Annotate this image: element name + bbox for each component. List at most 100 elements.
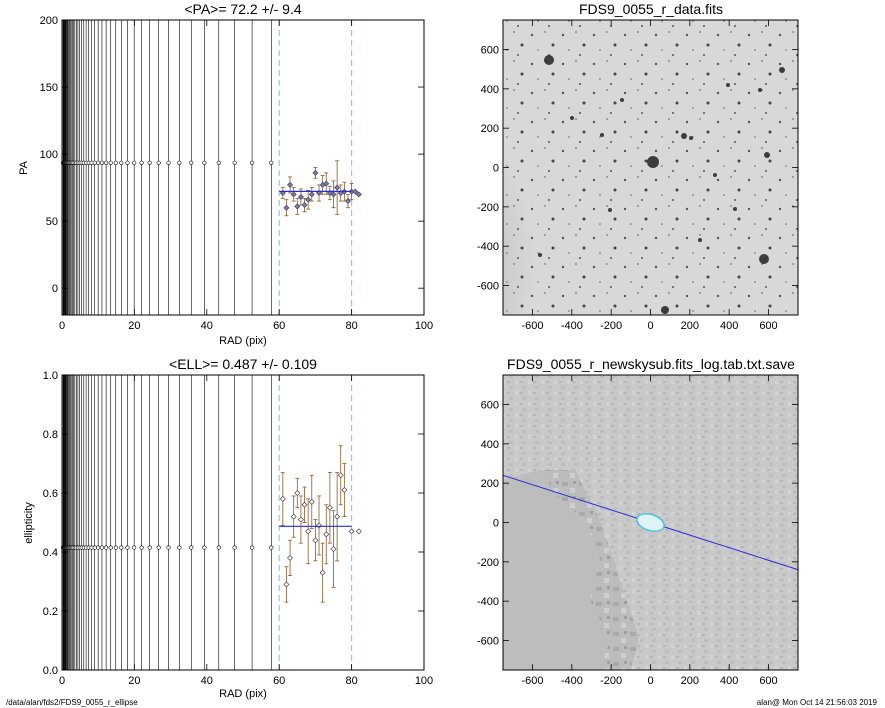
data-point bbox=[326, 504, 333, 511]
x-tick-label: 0 bbox=[647, 320, 653, 332]
constant-marker bbox=[132, 545, 137, 550]
constant-marker bbox=[216, 160, 221, 165]
star bbox=[600, 133, 604, 137]
constant-marker bbox=[202, 160, 207, 165]
data-point bbox=[287, 554, 294, 561]
constant-marker bbox=[177, 545, 182, 550]
star bbox=[698, 238, 702, 242]
pa-title: <PA>= 72.2 +/- 9.4 bbox=[184, 1, 301, 17]
pa-xlabel: RAD (pix) bbox=[219, 335, 267, 347]
x-tick-label: 200 bbox=[681, 675, 699, 687]
y-tick-label: 100 bbox=[40, 149, 58, 161]
x-tick-label: -400 bbox=[561, 320, 583, 332]
x-tick-label: 40 bbox=[201, 320, 213, 332]
x-tick-label: 40 bbox=[201, 675, 213, 687]
constant-marker bbox=[99, 160, 105, 165]
data-point bbox=[297, 194, 304, 200]
data-point bbox=[344, 198, 351, 205]
pa-constant-markers bbox=[60, 160, 274, 165]
y-tick-label: 0.0 bbox=[43, 665, 58, 677]
data-point bbox=[305, 196, 312, 203]
constant-marker bbox=[104, 545, 109, 550]
x-tick-label: 400 bbox=[720, 320, 738, 332]
x-tick-label: 80 bbox=[345, 320, 357, 332]
ell-title: <ELL>= 0.487 +/- 0.109 bbox=[169, 356, 317, 372]
star bbox=[764, 152, 770, 158]
y-tick-label: 200 bbox=[481, 123, 499, 135]
data-image-ticks: -600 -400 -200 0 200 400 600 -600 -400 -200 0 200 40… bbox=[477, 20, 798, 332]
model-image-panel: -600 -400 -200 0 200 400 600 -600 -400 -200 0 200 40… bbox=[477, 356, 799, 687]
constant-marker bbox=[232, 545, 237, 550]
x-tick-label: -600 bbox=[521, 320, 543, 332]
data-image-panel: -600 -400 -200 0 200 400 600 -600 -400 -200 0 200 40… bbox=[477, 1, 799, 332]
constant-marker bbox=[108, 160, 113, 165]
constant-marker bbox=[216, 545, 221, 550]
y-tick-label: 0.6 bbox=[43, 488, 58, 500]
constant-marker bbox=[96, 545, 101, 550]
x-tick-label: 600 bbox=[759, 675, 777, 687]
data-point bbox=[330, 191, 337, 198]
constant-marker bbox=[249, 545, 255, 550]
constant-marker bbox=[202, 545, 207, 550]
constant-marker bbox=[189, 160, 194, 165]
model-image-flat-region bbox=[503, 470, 610, 670]
x-tick-label: -200 bbox=[600, 320, 622, 332]
y-tick-label: 50 bbox=[46, 216, 58, 228]
y-tick-label: 0.8 bbox=[43, 429, 58, 441]
constant-marker bbox=[139, 160, 144, 165]
x-tick-label: 60 bbox=[273, 320, 285, 332]
data-point bbox=[305, 528, 312, 535]
y-tick-label: 0.2 bbox=[43, 606, 58, 618]
y-tick-label: 0 bbox=[493, 518, 499, 530]
ell-plot-frame bbox=[61, 374, 425, 671]
x-tick-label: 100 bbox=[415, 320, 433, 332]
pa-axis-ticks: 0 20 40 60 80 100 0 50 100 150 200 bbox=[40, 15, 434, 332]
y-tick-label: 600 bbox=[481, 400, 499, 412]
star bbox=[689, 136, 693, 140]
constant-marker bbox=[166, 160, 171, 165]
data-point bbox=[290, 191, 297, 198]
x-tick-label: 0 bbox=[59, 320, 65, 332]
pa-panel: 0 20 40 60 80 100 0 50 100 150 200 <PA>= 72.2 +/- … bbox=[18, 1, 433, 347]
data-point bbox=[283, 581, 290, 588]
data-point bbox=[341, 487, 348, 494]
model-image-patchy-edge bbox=[540, 470, 640, 670]
data-point bbox=[297, 516, 304, 523]
data-point bbox=[337, 472, 344, 479]
ell-constant-markers bbox=[60, 545, 274, 550]
constant-marker bbox=[147, 545, 152, 550]
ell-ylabel: ellipticity bbox=[23, 502, 35, 544]
constant-marker bbox=[104, 160, 109, 165]
y-tick-label: 200 bbox=[481, 478, 499, 490]
star bbox=[713, 173, 717, 177]
x-tick-label: 80 bbox=[345, 675, 357, 687]
y-tick-label: 400 bbox=[481, 84, 499, 96]
y-tick-label: -600 bbox=[477, 636, 499, 648]
star bbox=[608, 208, 612, 212]
constant-marker bbox=[249, 160, 255, 165]
data-image-stars bbox=[538, 55, 785, 314]
constant-marker bbox=[119, 545, 124, 550]
y-tick-label: 150 bbox=[40, 82, 58, 94]
data-point bbox=[319, 569, 326, 576]
data-point bbox=[279, 495, 286, 502]
model-image-ellipse bbox=[636, 512, 665, 533]
star bbox=[726, 83, 730, 87]
x-tick-label: -200 bbox=[600, 675, 622, 687]
model-image-title: FDS9_0055_r_newskysub.fits_log.tab.txt.s… bbox=[507, 356, 795, 372]
data-point bbox=[334, 184, 341, 191]
ell-data-points bbox=[279, 445, 362, 603]
constant-marker bbox=[99, 545, 105, 550]
y-tick-label: 600 bbox=[481, 45, 499, 57]
star bbox=[758, 88, 762, 92]
x-tick-label: -400 bbox=[561, 675, 583, 687]
data-point bbox=[330, 546, 337, 553]
data-point bbox=[352, 188, 359, 195]
star bbox=[759, 254, 769, 264]
data-point bbox=[323, 180, 330, 187]
constant-marker bbox=[232, 160, 237, 165]
pa-data-points bbox=[279, 160, 362, 217]
constant-marker bbox=[177, 160, 182, 165]
ell-axis-ticks: 0 20 40 60 80 100 0.0 0.2 0.4 0.6 0.8 1.0 bbox=[43, 370, 433, 687]
